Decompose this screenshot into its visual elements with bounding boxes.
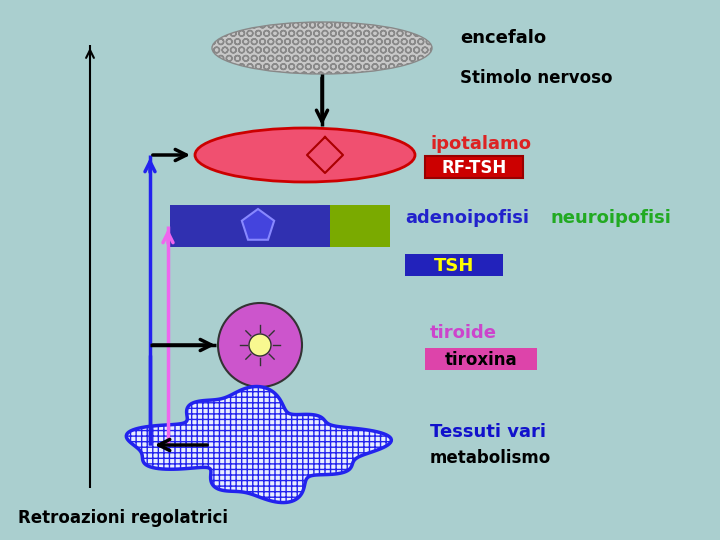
Text: Retroazioni regolatrici: Retroazioni regolatrici bbox=[18, 509, 228, 527]
Text: encefalo: encefalo bbox=[460, 29, 546, 47]
Text: Stimolo nervoso: Stimolo nervoso bbox=[460, 69, 613, 87]
Bar bbox=[170, 205, 330, 247]
Text: neuroipofisi: neuroipofisi bbox=[550, 209, 671, 227]
Ellipse shape bbox=[212, 22, 432, 74]
Polygon shape bbox=[242, 209, 274, 240]
Text: tiroide: tiroide bbox=[430, 324, 497, 342]
Text: metabolismo: metabolismo bbox=[430, 449, 552, 467]
Polygon shape bbox=[126, 387, 392, 503]
Text: adenoipofisi: adenoipofisi bbox=[405, 209, 529, 227]
Ellipse shape bbox=[218, 303, 302, 387]
Circle shape bbox=[249, 334, 271, 356]
Text: TSH: TSH bbox=[434, 257, 474, 275]
Text: Tessuti vari: Tessuti vari bbox=[430, 423, 546, 441]
Ellipse shape bbox=[195, 128, 415, 182]
Text: RF-TSH: RF-TSH bbox=[441, 159, 507, 177]
Bar bbox=[330, 205, 390, 247]
Text: ipotalamo: ipotalamo bbox=[430, 135, 531, 153]
Bar bbox=[425, 156, 523, 178]
Text: tiroxina: tiroxina bbox=[445, 351, 517, 369]
Bar bbox=[405, 254, 503, 276]
Bar bbox=[425, 348, 537, 370]
